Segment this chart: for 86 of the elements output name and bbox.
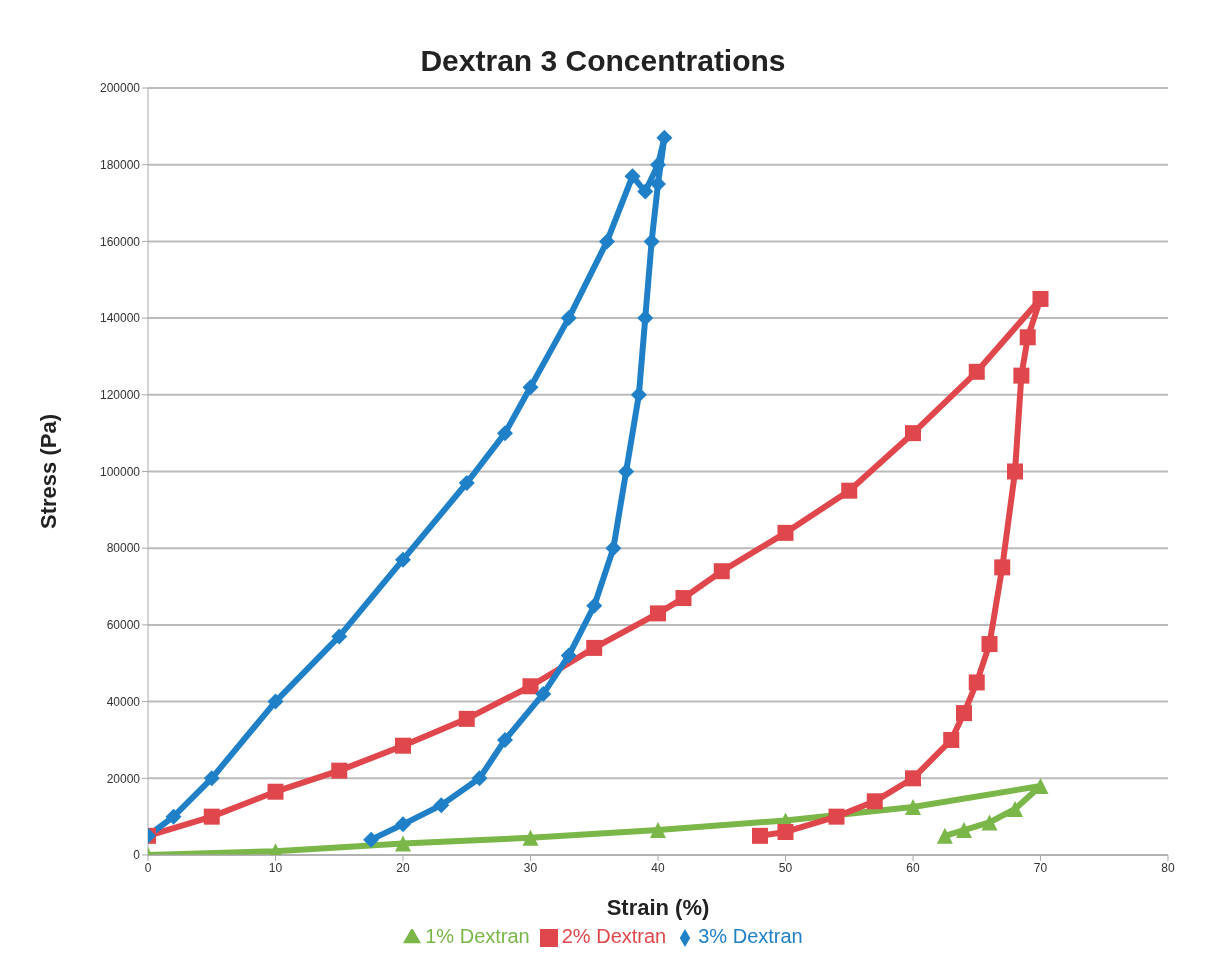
point [777,823,794,840]
point [866,793,883,810]
point [905,770,921,787]
point [1007,463,1023,480]
point [994,559,1011,576]
point [1013,367,1030,384]
x-axis-title: Strain (%) [606,895,710,920]
point [630,386,647,403]
y-tick-label: 80000 [106,541,141,556]
point [943,731,960,748]
point [752,827,768,844]
point [956,705,972,722]
point [936,827,953,844]
x-tick-label: 30 [523,860,538,875]
legend-label: 2% Dextran [561,925,667,947]
y-tick-label: 100000 [99,464,141,479]
x-tick-label: 60 [906,860,920,875]
point [433,797,450,814]
point [828,808,845,825]
point [458,475,475,492]
point [522,379,539,396]
point [497,425,513,442]
point [471,770,488,787]
point [395,816,411,833]
x-tick-label: 50 [778,860,793,875]
point [560,647,577,664]
point [267,693,284,710]
point [395,551,411,568]
chart-title: Dextran 3 Concentrations [419,43,787,78]
point [905,425,921,442]
point [713,563,730,580]
point [535,685,552,702]
x-tick-label: 40 [651,860,665,875]
point [458,710,475,727]
point [599,233,615,250]
point [586,597,603,614]
point [586,639,603,656]
point [522,678,539,695]
point [522,829,539,846]
point [956,822,972,839]
point [560,310,577,327]
point [968,363,985,380]
x-tick-label: 80 [1161,860,1175,875]
point [331,762,348,779]
point [331,628,348,645]
point [675,590,692,607]
y-tick-label: 20000 [106,771,141,786]
point [841,482,858,499]
point [618,463,635,480]
x-tick-label: 20 [396,860,410,875]
point [968,674,985,691]
y-tick-label: 40000 [106,694,141,709]
point [395,835,411,852]
point [777,524,794,541]
point [203,770,220,787]
x-tick-label: 70 [1033,860,1048,875]
point [981,636,998,653]
legend-label: 3% Dextran [698,925,803,947]
point [905,799,921,816]
y-tick-label: 180000 [99,157,141,172]
x-tick-label: 0 [144,860,152,875]
point [650,822,666,839]
point [605,540,622,557]
point [497,731,513,748]
point [637,183,654,200]
point [165,808,182,825]
point [1007,800,1023,817]
y-tick-label: 140000 [99,311,141,326]
point [650,605,666,622]
point [1032,290,1049,307]
x-tick-label: 10 [268,860,283,875]
point [656,129,673,146]
point [1019,329,1036,346]
y-tick-label: 160000 [99,234,141,249]
point [395,737,411,754]
y-tick-label: 200000 [99,81,141,96]
y-tick-label: 60000 [106,618,141,633]
y-tick-label: 120000 [99,388,141,403]
y-axis-title: Stress (Pa) [35,414,61,529]
legend-label: 1% Dextran [425,925,530,947]
point [624,168,641,185]
point [203,808,220,825]
point [363,831,380,848]
point [267,783,284,800]
point [981,814,998,831]
y-tick-label: 0 [133,848,141,863]
